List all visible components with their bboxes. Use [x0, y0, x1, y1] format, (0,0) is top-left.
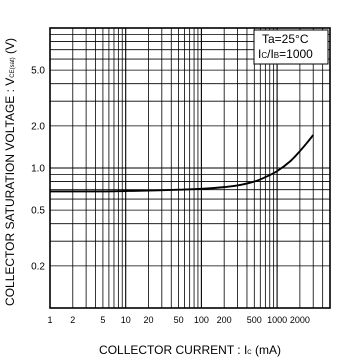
x-tick-label: 500 [247, 315, 262, 325]
x-axis-title: COLLECTOR CURRENT : IC (mA) [99, 343, 281, 357]
y-tick-label: 2.0 [31, 121, 45, 132]
temperature-annotation: Ta=25°C [262, 32, 309, 46]
conditions-box: Ta=25°C IC/IB=1000 [253, 29, 329, 65]
y-tick-label: 0.2 [31, 261, 45, 272]
y-tick-label: 0.5 [31, 206, 45, 217]
y-tick-label: 5.0 [31, 66, 45, 77]
grid [50, 28, 330, 308]
x-tick-label: 2000 [290, 315, 310, 325]
y-tick-label: 1.0 [31, 164, 45, 175]
x-tick-label: 1 [47, 315, 52, 325]
y-tick-labels: 0.2 0.5 1.0 2.0 5.0 [31, 66, 45, 273]
x-tick-label: 100 [194, 315, 209, 325]
x-tick-label: 50 [174, 315, 184, 325]
x-tick-label: 20 [143, 315, 153, 325]
y-axis-title: COLLECTOR SATURATION VOLTAGE : VCE(sat) … [3, 38, 17, 306]
plot-frame [49, 27, 331, 309]
x-tick-label: 1000 [267, 315, 287, 325]
x-tick-label: 5 [100, 315, 105, 325]
x-tick-label: 200 [217, 315, 232, 325]
x-tick-labels: 1 2 5 10 20 50 100 200 500 1000 2000 [47, 315, 309, 325]
x-tick-label: 2 [70, 315, 75, 325]
series-line [50, 134, 314, 193]
x-tick-label: 10 [121, 315, 131, 325]
current-ratio-annotation: IC/IB=1000 [258, 47, 313, 61]
conditions-box-frame [253, 29, 329, 65]
series-layer [50, 134, 314, 193]
